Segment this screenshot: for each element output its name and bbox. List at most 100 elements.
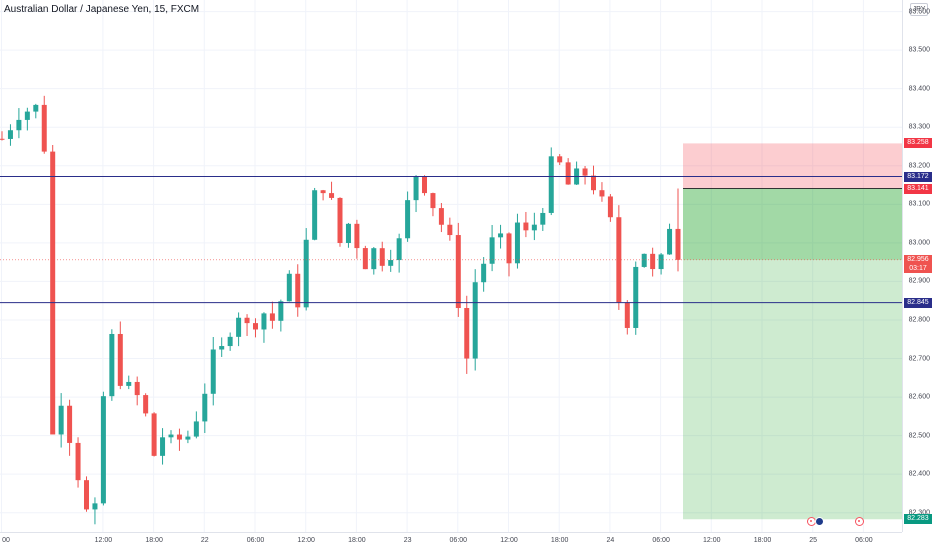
candle-body bbox=[295, 273, 301, 308]
candle-body bbox=[84, 480, 89, 510]
candle-body bbox=[236, 317, 242, 337]
candle-body bbox=[489, 237, 495, 264]
candle-body bbox=[633, 266, 639, 328]
candle-body bbox=[464, 308, 470, 359]
candle-body bbox=[607, 196, 613, 218]
price-tick-label: 82.300 bbox=[908, 509, 930, 517]
price-tick-label: 82.400 bbox=[908, 470, 930, 478]
candle-body bbox=[557, 156, 563, 163]
time-tick-label: 06:00 bbox=[449, 537, 468, 544]
candle-body bbox=[219, 346, 225, 350]
candle-body bbox=[371, 248, 377, 270]
time-tick-label: 12:00 bbox=[94, 537, 113, 544]
candle-body bbox=[675, 228, 681, 260]
au-flag-icon[interactable] bbox=[815, 517, 824, 526]
candle-body bbox=[455, 235, 461, 309]
take-profit-price-tag: 82.283 bbox=[904, 514, 932, 525]
candle-body bbox=[506, 233, 512, 264]
price-tick-label: 82.900 bbox=[908, 277, 930, 285]
candle-body bbox=[168, 434, 174, 438]
candle-body bbox=[624, 302, 630, 328]
candle-body bbox=[354, 223, 360, 249]
candle-body bbox=[126, 381, 132, 386]
current-price-tag: 82.956 03:17 bbox=[904, 254, 932, 273]
currency-badge[interactable]: JPY bbox=[910, 3, 928, 16]
candle-body bbox=[134, 381, 140, 396]
candle-body bbox=[24, 111, 30, 120]
candle-body bbox=[67, 405, 73, 443]
stop-loss-price-tag: 83.258 bbox=[904, 138, 932, 149]
candle-body bbox=[278, 301, 284, 321]
candle-body bbox=[210, 349, 216, 394]
candle-body bbox=[667, 228, 673, 255]
candle-body bbox=[253, 323, 258, 330]
chart-area[interactable]: Australian Dollar / Japanese Yen, 15, FX… bbox=[0, 0, 902, 532]
candle-body bbox=[362, 248, 368, 270]
candle-body bbox=[41, 104, 47, 152]
event-marker-icon[interactable] bbox=[855, 517, 864, 526]
candle-body bbox=[16, 119, 22, 131]
candle-body bbox=[531, 224, 537, 231]
candle-body bbox=[0, 138, 5, 140]
candle-body bbox=[261, 313, 267, 330]
time-tick-label: 22 bbox=[200, 537, 209, 544]
time-tick-label: 25 bbox=[809, 537, 818, 544]
price-axis[interactable]: JPY 83.600 83.500 83.400 83.300 83.200 83.100… bbox=[902, 0, 932, 532]
candle-body bbox=[523, 222, 529, 231]
candle-body bbox=[100, 396, 106, 504]
candle-body bbox=[540, 212, 546, 225]
candle-body bbox=[185, 436, 191, 440]
time-axis[interactable]: 00 12:00 18:00 22 06:00 12:00 18:00 23 06:00 12:0… bbox=[0, 532, 902, 551]
candle-body bbox=[599, 190, 605, 197]
candle-body bbox=[320, 190, 326, 194]
candle-body bbox=[33, 104, 39, 112]
time-tick-label: 18:00 bbox=[348, 537, 366, 544]
time-tick-label: 23 bbox=[403, 537, 412, 544]
stop-loss-zone bbox=[683, 143, 902, 189]
candle-body bbox=[388, 260, 394, 266]
candle-body bbox=[548, 156, 554, 213]
time-tick-label: 06:00 bbox=[855, 537, 873, 544]
time-tick-label: 18:00 bbox=[753, 537, 772, 544]
candle-body bbox=[202, 393, 208, 422]
candle-body bbox=[92, 503, 98, 510]
candle-body bbox=[430, 193, 436, 209]
candle-body bbox=[658, 254, 664, 270]
price-tick-label: 83.100 bbox=[908, 200, 930, 208]
price-tick-label: 83.400 bbox=[908, 85, 930, 93]
resistance-price-tag: 83.172 bbox=[904, 171, 932, 182]
candle-body bbox=[582, 168, 588, 176]
price-tick-label: 83.000 bbox=[908, 239, 930, 247]
symbol-title: Australian Dollar / Japanese Yen, 15, FX… bbox=[4, 4, 200, 15]
candle-body bbox=[193, 421, 199, 437]
price-tick-label: 82.600 bbox=[908, 393, 930, 401]
time-tick-label: 06:00 bbox=[246, 537, 265, 544]
entry-price-tag: 83.141 bbox=[904, 183, 932, 194]
candle-body bbox=[160, 437, 166, 456]
candle-body bbox=[472, 282, 478, 359]
price-tick-label: 83.600 bbox=[908, 8, 930, 16]
support-price-tag: 82.845 bbox=[904, 297, 932, 308]
candle-body bbox=[151, 413, 157, 456]
candle-body bbox=[303, 239, 309, 308]
time-tick-label: 06:00 bbox=[652, 537, 670, 544]
profit-progress-zone bbox=[683, 188, 902, 260]
time-tick-label: 24 bbox=[606, 537, 615, 544]
candle-body bbox=[650, 253, 656, 270]
price-chart[interactable] bbox=[0, 0, 902, 532]
time-tick-label: 12:00 bbox=[297, 537, 315, 544]
candle-body bbox=[75, 442, 81, 481]
price-tick-label: 83.200 bbox=[908, 162, 930, 170]
candle-body bbox=[405, 200, 411, 239]
candle-body bbox=[345, 223, 351, 243]
price-tick-label: 82.500 bbox=[908, 432, 930, 440]
time-tick-label: 18:00 bbox=[550, 537, 569, 544]
price-tick-label: 83.300 bbox=[908, 123, 930, 131]
candle-body bbox=[565, 162, 571, 185]
candle-body bbox=[286, 273, 292, 302]
candle-body bbox=[244, 317, 250, 324]
price-tick-label: 82.700 bbox=[908, 355, 930, 363]
candle-body bbox=[447, 224, 453, 236]
price-tick-label: 82.800 bbox=[908, 316, 930, 324]
candle-body bbox=[50, 151, 56, 435]
